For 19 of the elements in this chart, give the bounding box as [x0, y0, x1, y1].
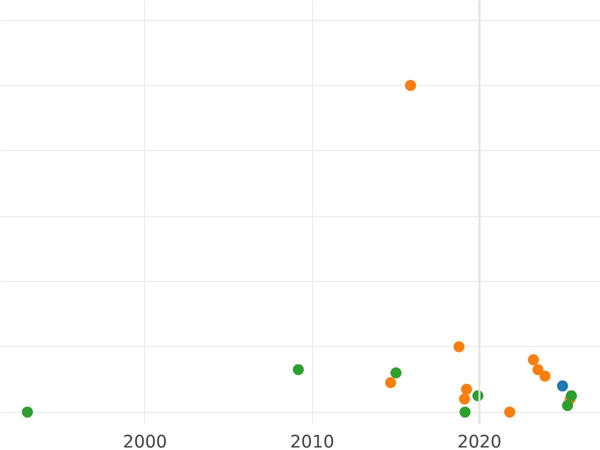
- x-tick-label: 2010: [290, 432, 334, 450]
- point: [461, 384, 472, 395]
- point: [528, 354, 539, 366]
- point: [504, 406, 516, 418]
- point: [539, 370, 550, 382]
- point: [459, 394, 470, 404]
- point: [454, 341, 465, 352]
- point: [562, 400, 574, 412]
- point: [532, 364, 544, 376]
- point: [390, 367, 402, 378]
- point: [22, 406, 33, 418]
- point: [385, 377, 396, 388]
- point: [566, 390, 577, 402]
- point: [292, 364, 304, 376]
- point: [557, 380, 568, 392]
- point: [405, 80, 416, 91]
- point: [460, 406, 471, 418]
- x-tick-label: 2020: [457, 432, 502, 450]
- x-tick-label: 2000: [122, 432, 168, 450]
